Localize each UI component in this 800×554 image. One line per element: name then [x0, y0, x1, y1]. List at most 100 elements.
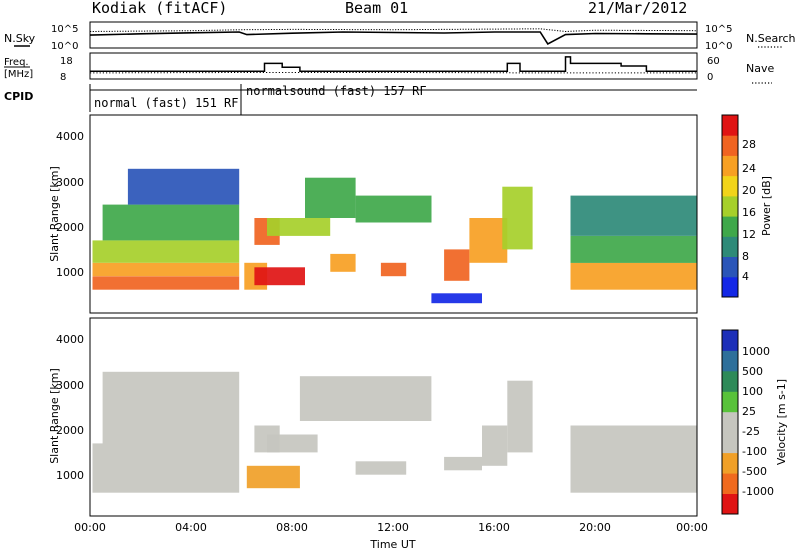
- heatmap-cell: [482, 425, 508, 466]
- noise-sky-series: [89, 31, 698, 45]
- heatmap-cell: [254, 267, 305, 286]
- cpid-label: CPID: [4, 90, 33, 103]
- power-cb-tick: 20: [742, 184, 756, 197]
- x-tick: 12:00: [377, 521, 409, 534]
- power-cb-tick: 8: [742, 250, 749, 263]
- colorbar-segment: [722, 391, 738, 413]
- colorbar-segment: [722, 432, 738, 454]
- colorbar-segment: [722, 236, 738, 257]
- heatmap-cell: [431, 293, 482, 304]
- heatmap-cell: [355, 461, 407, 475]
- velocity-colorbar: [722, 330, 738, 515]
- power-colorbar-label: Power [dB]: [760, 176, 773, 236]
- velocity-heatmap: [92, 371, 697, 493]
- freq-panel: Freq. [MHz] 18 8 60 0 Nave: [4, 52, 774, 84]
- x-tick: 00:00: [676, 521, 708, 534]
- velocity-ylabel: Slant Range [km]: [48, 368, 61, 464]
- heatmap-cell: [444, 456, 482, 471]
- colorbar-segment: [722, 370, 738, 392]
- power-cb-tick: 4: [742, 270, 749, 283]
- velocity-cb-tick: 100: [742, 385, 763, 398]
- x-tick: 00:00: [74, 521, 106, 534]
- freq-tick-top: 18: [60, 56, 73, 67]
- power-yticks: 4000 3000 2000 1000: [56, 130, 84, 279]
- x-tick: 04:00: [175, 521, 207, 534]
- noise-panel-frame: [89, 21, 698, 49]
- colorbar-segment: [722, 493, 738, 515]
- heatmap-cell: [507, 380, 533, 453]
- freq-label-line1: Freq.: [4, 57, 29, 68]
- date-title: 21/Mar/2012: [588, 0, 687, 17]
- velocity-cb-tick: 1000: [742, 345, 770, 358]
- velocity-cb-tick: -500: [742, 465, 767, 478]
- noise-left-label: N.Sky: [4, 32, 36, 45]
- heatmap-cell: [355, 195, 432, 223]
- velocity-colorbar-ticks: 1000 500 100 25 -25 -100 -500 -1000: [742, 345, 774, 498]
- power-cb-tick: 12: [742, 228, 756, 241]
- heatmap-cell: [267, 218, 331, 236]
- velocity-cb-tick: -100: [742, 445, 767, 458]
- colorbar-segment: [722, 411, 738, 433]
- nave-tick-top: 60: [707, 56, 720, 67]
- colorbar-segment: [722, 452, 738, 474]
- power-cb-tick: 24: [742, 162, 756, 175]
- colorbar-segment: [722, 473, 738, 494]
- noise-right-label: N.Search: [746, 32, 796, 45]
- colorbar-segment: [722, 155, 738, 177]
- colorbar-segment: [722, 175, 738, 197]
- noise-search-series: [89, 28, 698, 33]
- velocity-panel: Slant Range [km] 4000 3000 2000 1000 100…: [48, 317, 788, 517]
- x-tick: 16:00: [478, 521, 510, 534]
- heatmap-cell: [469, 218, 508, 263]
- velocity-cb-tick: 25: [742, 405, 756, 418]
- heatmap-cell: [444, 249, 470, 281]
- heatmap-cell: [92, 262, 240, 277]
- nave-label: Nave: [746, 62, 774, 75]
- velocity-colorbar-label: Velocity [m s-1]: [775, 379, 788, 465]
- x-axis-label: Time UT: [369, 538, 415, 551]
- freq-panel-frame: [89, 52, 698, 80]
- cpid-panel: CPID normal (fast) 151 RF normalsound (f…: [4, 84, 697, 130]
- velocity-yticks: 4000 3000 2000 1000: [56, 333, 84, 482]
- colorbar-segment: [722, 135, 738, 156]
- colorbar-segment: [722, 276, 738, 298]
- heatmap-cell: [330, 253, 356, 272]
- velocity-ytick: 3000: [56, 379, 84, 392]
- noise-left-tick-top: 10^5: [51, 24, 78, 35]
- power-ytick: 3000: [56, 176, 84, 189]
- heatmap-cell: [92, 443, 240, 493]
- x-tick: 20:00: [579, 521, 611, 534]
- colorbar-segment: [722, 350, 738, 372]
- power-cb-tick: 16: [742, 206, 756, 219]
- freq-label-line2: [MHz]: [4, 69, 33, 80]
- velocity-ytick: 2000: [56, 424, 84, 437]
- heatmap-cell: [102, 204, 240, 241]
- power-ytick: 2000: [56, 221, 84, 234]
- noise-panel: N.Sky N.Search 10^5 10^0 10^5 10^0: [4, 21, 796, 52]
- heatmap-cell: [102, 371, 240, 444]
- colorbar-segment: [722, 115, 738, 136]
- velocity-cb-tick: -1000: [742, 485, 774, 498]
- heatmap-cell: [570, 262, 697, 290]
- heatmap-cell: [502, 186, 533, 250]
- heatmap-cell: [267, 434, 318, 453]
- beam-title: Beam 01: [345, 0, 408, 17]
- colorbar-segment: [722, 256, 738, 278]
- power-panel: Slant Range [km] 4000 3000 2000 1000 28 …: [48, 114, 773, 314]
- power-ytick: 1000: [56, 266, 84, 279]
- velocity-ytick: 4000: [56, 333, 84, 346]
- power-cb-tick: 28: [742, 138, 756, 151]
- heatmap-cell: [127, 168, 240, 205]
- velocity-ytick: 1000: [56, 469, 84, 482]
- colorbar-segment: [722, 216, 738, 237]
- heatmap-cell: [299, 376, 432, 421]
- heatmap-cell: [570, 236, 697, 263]
- nave-tick-bottom: 0: [707, 72, 713, 83]
- heatmap-cell: [570, 425, 697, 493]
- heatmap-cell: [570, 195, 697, 236]
- cpid-mode-2: normalsound (fast) 157 RF: [246, 84, 427, 98]
- heatmap-cell: [380, 262, 407, 277]
- colorbar-segment: [722, 195, 738, 217]
- power-heatmap: [92, 168, 697, 304]
